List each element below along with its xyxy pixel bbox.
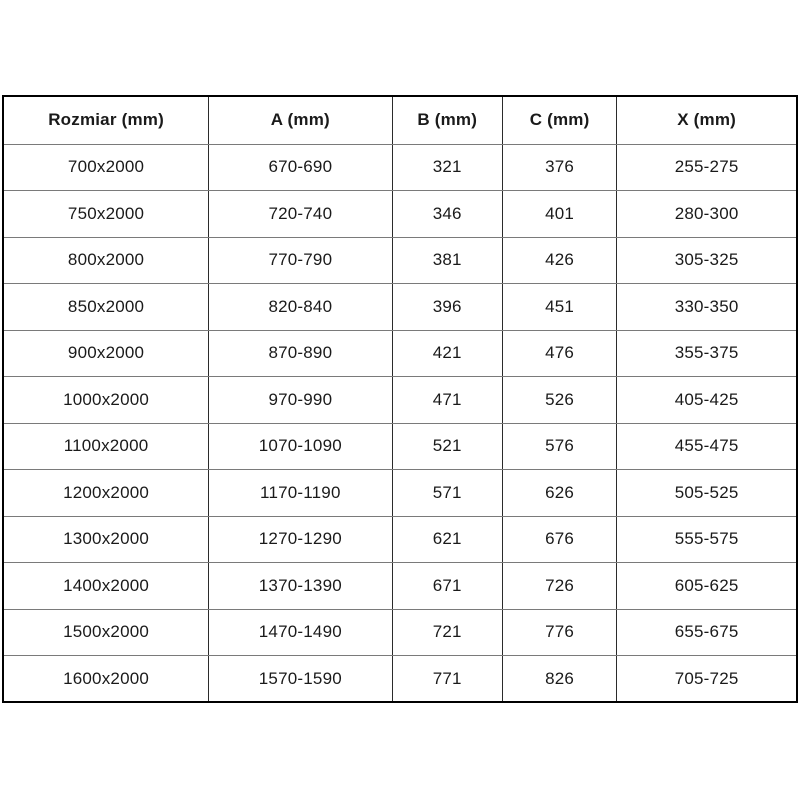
table-cell: 1300x2000 xyxy=(2,515,210,563)
table-cell: 621 xyxy=(391,515,503,563)
table-cell: 671 xyxy=(391,562,503,610)
table-cell: 626 xyxy=(501,469,618,517)
table-cell: 1000x2000 xyxy=(2,376,210,424)
table-cell: 321 xyxy=(391,143,503,191)
table-body: 700x2000 670-690 321 376 255-275 750x2000 720-… xyxy=(2,143,798,703)
table-row: 850x2000 820-840 396 451 330-350 xyxy=(2,283,798,331)
table-cell: 826 xyxy=(501,655,618,703)
column-header: X (mm) xyxy=(616,95,798,145)
table-cell: 526 xyxy=(501,376,618,424)
column-header: Rozmiar (mm) xyxy=(2,95,210,145)
table-cell: 776 xyxy=(501,608,618,656)
table-row: 1100x2000 1070-1090 521 576 455-475 xyxy=(2,422,798,470)
table-cell: 1200x2000 xyxy=(2,469,210,517)
table-cell: 396 xyxy=(391,283,503,331)
table-cell: 820-840 xyxy=(208,283,393,331)
table-cell: 750x2000 xyxy=(2,190,210,238)
table-cell: 505-525 xyxy=(616,469,798,517)
table-cell: 1370-1390 xyxy=(208,562,393,610)
table-cell: 726 xyxy=(501,562,618,610)
table-cell: 521 xyxy=(391,422,503,470)
table-cell: 330-350 xyxy=(616,283,798,331)
table-cell: 576 xyxy=(501,422,618,470)
table-cell: 1100x2000 xyxy=(2,422,210,470)
table-cell: 381 xyxy=(391,236,503,284)
table-cell: 1570-1590 xyxy=(208,655,393,703)
table-cell: 800x2000 xyxy=(2,236,210,284)
table-row: 750x2000 720-740 346 401 280-300 xyxy=(2,190,798,238)
table-cell: 451 xyxy=(501,283,618,331)
table-cell: 705-725 xyxy=(616,655,798,703)
table-cell: 455-475 xyxy=(616,422,798,470)
table-row: 1400x2000 1370-1390 671 726 605-625 xyxy=(2,562,798,610)
table-cell: 1600x2000 xyxy=(2,655,210,703)
column-header: B (mm) xyxy=(391,95,503,145)
table-row: 1200x2000 1170-1190 571 626 505-525 xyxy=(2,469,798,517)
table-row: 1000x2000 970-990 471 526 405-425 xyxy=(2,376,798,424)
table-cell: 670-690 xyxy=(208,143,393,191)
table-cell: 1070-1090 xyxy=(208,422,393,470)
table-cell: 471 xyxy=(391,376,503,424)
table-cell: 676 xyxy=(501,515,618,563)
table-row: 1600x2000 1570-1590 771 826 705-725 xyxy=(2,655,798,703)
table-cell: 426 xyxy=(501,236,618,284)
table-cell: 280-300 xyxy=(616,190,798,238)
table-cell: 476 xyxy=(501,329,618,377)
table-cell: 401 xyxy=(501,190,618,238)
table-row: 700x2000 670-690 321 376 255-275 xyxy=(2,143,798,191)
table-row: 1500x2000 1470-1490 721 776 655-675 xyxy=(2,608,798,656)
table-row: 1300x2000 1270-1290 621 676 555-575 xyxy=(2,515,798,563)
table-cell: 850x2000 xyxy=(2,283,210,331)
table-cell: 1500x2000 xyxy=(2,608,210,656)
column-header: A (mm) xyxy=(208,95,393,145)
table-cell: 355-375 xyxy=(616,329,798,377)
table-cell: 770-790 xyxy=(208,236,393,284)
table-cell: 870-890 xyxy=(208,329,393,377)
column-header: C (mm) xyxy=(501,95,618,145)
table-cell: 720-740 xyxy=(208,190,393,238)
table-header-row: Rozmiar (mm) A (mm) B (mm) C (mm) X (mm) xyxy=(2,95,798,145)
table-cell: 771 xyxy=(391,655,503,703)
table-cell: 655-675 xyxy=(616,608,798,656)
table-cell: 421 xyxy=(391,329,503,377)
table-cell: 1470-1490 xyxy=(208,608,393,656)
size-spec-table: Rozmiar (mm) A (mm) B (mm) C (mm) X (mm) 700… xyxy=(2,95,798,703)
table-cell: 405-425 xyxy=(616,376,798,424)
table-cell: 605-625 xyxy=(616,562,798,610)
table-cell: 1400x2000 xyxy=(2,562,210,610)
table-row: 900x2000 870-890 421 476 355-375 xyxy=(2,329,798,377)
table-cell: 571 xyxy=(391,469,503,517)
table-cell: 376 xyxy=(501,143,618,191)
table-cell: 721 xyxy=(391,608,503,656)
table-cell: 555-575 xyxy=(616,515,798,563)
table-cell: 346 xyxy=(391,190,503,238)
table-cell: 1270-1290 xyxy=(208,515,393,563)
table-cell: 255-275 xyxy=(616,143,798,191)
table-cell: 305-325 xyxy=(616,236,798,284)
table-cell: 1170-1190 xyxy=(208,469,393,517)
table-cell: 900x2000 xyxy=(2,329,210,377)
table-cell: 970-990 xyxy=(208,376,393,424)
table-cell: 700x2000 xyxy=(2,143,210,191)
table-row: 800x2000 770-790 381 426 305-325 xyxy=(2,236,798,284)
